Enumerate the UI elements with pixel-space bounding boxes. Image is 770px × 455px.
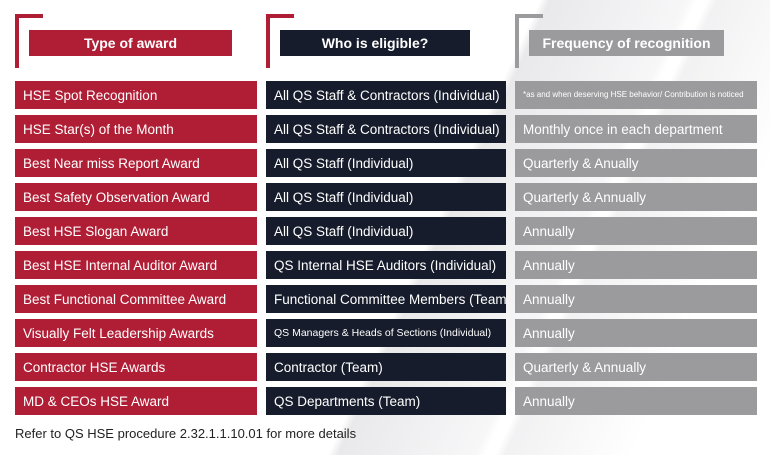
eligible-cell: All QS Staff & Contractors (Individual) [266, 81, 506, 109]
award-cell: Best HSE Internal Auditor Award [15, 251, 257, 279]
frequency-cell: Quarterly & Annually [515, 353, 757, 381]
bracket-decoration [266, 14, 294, 68]
award-cell: Best HSE Slogan Award [15, 217, 257, 245]
header-type-of-award: Type of award [15, 14, 250, 68]
eligible-cell: QS Managers & Heads of Sections (Individ… [266, 319, 506, 347]
frequency-cell: *as and when deserving HSE behavior/ Con… [515, 81, 757, 109]
eligible-cell: All QS Staff (Individual) [266, 149, 506, 177]
header-type-label: Type of award [29, 30, 232, 56]
eligible-cell: Contractor (Team) [266, 353, 506, 381]
frequency-cell: Annually [515, 285, 757, 313]
eligible-cell: All QS Staff & Contractors (Individual) [266, 115, 506, 143]
award-cell: Best Near miss Report Award [15, 149, 257, 177]
frequency-cell: Quarterly & Anually [515, 149, 757, 177]
header-frequency-label: Frequency of recognition [529, 30, 724, 56]
award-cell: Contractor HSE Awards [15, 353, 257, 381]
eligible-cell: All QS Staff (Individual) [266, 217, 506, 245]
frequency-cell: Annually [515, 319, 757, 347]
header-who-is-eligible: Who is eligible? [266, 14, 506, 68]
eligible-cell: All QS Staff (Individual) [266, 183, 506, 211]
footer-note: Refer to QS HSE procedure 2.32.1.1.10.01… [15, 426, 357, 441]
award-cell: MD & CEOs HSE Award [15, 387, 257, 415]
frequency-cell: Annually [515, 387, 757, 415]
award-cell: HSE Spot Recognition [15, 81, 257, 109]
award-cell: Visually Felt Leadership Awards [15, 319, 257, 347]
frequency-cell: Annually [515, 217, 757, 245]
header-frequency: Frequency of recognition [515, 14, 755, 68]
frequency-cell: Annually [515, 251, 757, 279]
eligible-cell: Functional Committee Members (Team) [266, 285, 506, 313]
frequency-cell: Quarterly & Annually [515, 183, 757, 211]
award-cell: HSE Star(s) of the Month [15, 115, 257, 143]
award-cell: Best Functional Committee Award [15, 285, 257, 313]
eligible-cell: QS Internal HSE Auditors (Individual) [266, 251, 506, 279]
award-cell: Best Safety Observation Award [15, 183, 257, 211]
frequency-cell: Monthly once in each department [515, 115, 757, 143]
bracket-decoration [515, 14, 543, 68]
header-eligible-label: Who is eligible? [280, 30, 470, 56]
eligible-cell: QS Departments (Team) [266, 387, 506, 415]
bracket-decoration [15, 14, 43, 68]
